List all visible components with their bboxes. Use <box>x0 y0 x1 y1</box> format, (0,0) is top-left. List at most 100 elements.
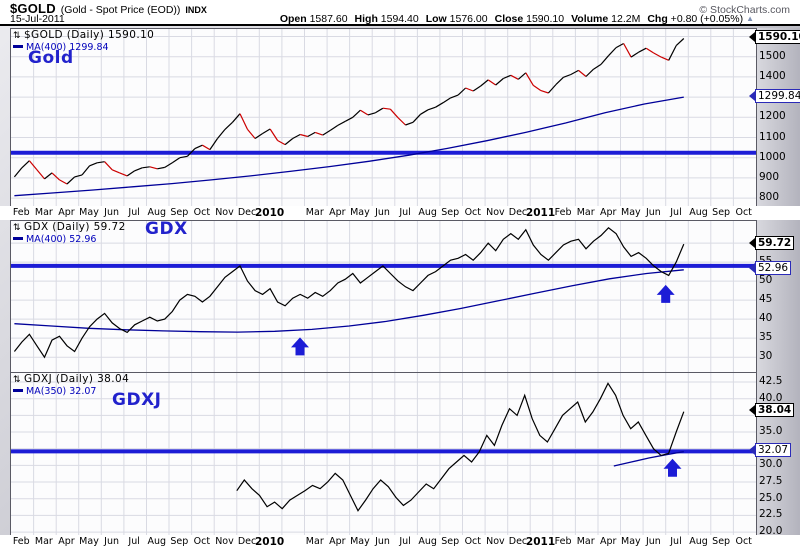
month-label: Jul <box>670 536 682 547</box>
month-label: Mar <box>576 536 595 547</box>
month-label: Feb <box>554 207 572 218</box>
y-axis-tick: 40.0 <box>759 391 783 404</box>
price-segment <box>247 129 256 139</box>
header-row-title: $GOLD (Gold - Spot Price (EOD)) INDX © S… <box>10 1 790 16</box>
price-segment <box>224 121 233 130</box>
chart-legend-text: GDX (Daily) 59.72 <box>23 221 126 233</box>
chart-legend-text: $GOLD (Daily) 1590.10 <box>23 29 155 41</box>
price-segment <box>262 128 271 135</box>
price-segment <box>314 131 323 136</box>
price-segment <box>405 121 414 126</box>
price-tag-arrow <box>749 445 755 456</box>
price-segment <box>254 133 263 139</box>
ohlc-quote-strip: Open 1587.60 High 1594.40 Low 1576.00 Close… <box>280 13 743 25</box>
quote-field-label: Close <box>494 13 524 25</box>
price-segment <box>104 161 113 171</box>
chart-header: $GOLD (Gold - Spot Price (EOD)) INDX © S… <box>0 0 800 26</box>
price-segment <box>164 162 173 168</box>
month-label: Jul <box>128 207 140 218</box>
price-segment <box>412 113 421 123</box>
month-label: Nov <box>486 536 505 547</box>
month-label: Apr <box>600 536 617 547</box>
price-chart-svg-gdx <box>11 221 756 372</box>
price-segment <box>360 109 369 116</box>
month-label: Feb <box>12 207 30 218</box>
header-row-quote: 15-Jul-2011 Open 1587.60 High 1594.40 Low … <box>10 13 754 26</box>
price-segment <box>465 87 474 92</box>
month-label: Nov <box>215 536 234 547</box>
price-segment <box>427 106 436 111</box>
price-tag-arrow <box>749 32 755 42</box>
month-label: Oct <box>735 536 752 547</box>
month-label: Aug <box>418 536 437 547</box>
price-segment <box>660 56 669 61</box>
price-tag-value: 52.96 <box>755 261 792 276</box>
price-segment <box>337 120 346 126</box>
y-axis-tick: 50 <box>759 274 773 287</box>
month-label: Dec <box>237 207 257 218</box>
year-label: 2011 <box>525 207 556 219</box>
price-segment <box>653 52 662 58</box>
quote-field-label: High <box>354 13 378 25</box>
month-label: Feb <box>12 536 30 547</box>
price-chart-svg-gdxj <box>11 373 756 535</box>
price-tag-gdx: 59.72 <box>749 235 795 250</box>
month-label: May <box>621 536 641 547</box>
price-segment <box>284 138 294 146</box>
quote-field-open: Open 1587.60 <box>279 13 348 25</box>
y-axis-tick: 1400 <box>759 69 786 82</box>
symbol-description: (Gold - Spot Price (EOD)) <box>60 4 181 16</box>
quote-field-chg: Chg +0.80 (+0.05%) <box>647 13 744 25</box>
price-segment <box>232 113 241 123</box>
y-axis-tick: 42.5 <box>759 375 783 387</box>
price-segment <box>194 144 203 150</box>
price-segment <box>322 129 331 136</box>
price-segment <box>630 51 639 58</box>
chart-type-icon: ⇅ <box>13 223 21 233</box>
ma-line-swatch <box>13 389 23 392</box>
month-label: Jun <box>104 207 119 218</box>
ma-legend-gold: MA(400) 1299.84 <box>13 42 109 53</box>
price-tag-gdxj: 38.04 <box>749 403 795 418</box>
ma-legend-gdx: MA(400) 52.96 <box>13 234 96 245</box>
price-segment <box>277 139 286 146</box>
price-segment <box>28 160 38 171</box>
price-segment <box>329 124 339 131</box>
price-tag-value: 38.04 <box>755 403 795 418</box>
month-label: Apr <box>600 207 617 218</box>
price-segment <box>292 133 301 140</box>
quote-field-label: Open <box>279 13 307 25</box>
month-label: Dec <box>237 536 257 547</box>
month-label: Apr <box>329 536 346 547</box>
ma-line-gdx <box>14 269 684 333</box>
quote-field-low: Low 1576.00 <box>425 13 488 25</box>
month-label: Aug <box>689 207 708 218</box>
chart-legend-gdxj: ⇅ GDXJ (Daily) 38.04 <box>13 373 129 385</box>
price-tag-arrow <box>749 237 755 248</box>
ma-legend-text: MA(350) 32.07 <box>26 386 97 397</box>
month-label: Sep <box>170 207 189 218</box>
month-label: Oct <box>464 536 482 547</box>
y-axis-tick: 1100 <box>759 130 786 143</box>
y-axis-tick: 27.5 <box>759 475 783 487</box>
price-segment <box>149 166 158 170</box>
price-segment <box>555 76 564 86</box>
annotation-label-gold: Gold <box>28 48 74 68</box>
month-label: Oct <box>464 207 482 218</box>
y-axis-tick: 30.0 <box>759 458 783 471</box>
month-label: Apr <box>58 536 75 547</box>
price-segment <box>81 165 91 176</box>
price-tag-value: 1299.84 <box>755 88 800 103</box>
price-segment <box>389 108 399 119</box>
ma-legend-gdxj: MA(350) 32.07 <box>13 386 96 397</box>
price-segment <box>239 113 249 130</box>
year-label: 2011 <box>525 536 556 548</box>
month-label: Jun <box>104 536 119 547</box>
price-segment <box>435 102 444 108</box>
exchange-label: INDX <box>185 5 207 15</box>
price-segment <box>457 87 467 96</box>
month-label: Jul <box>399 536 411 547</box>
y-axis-tick: 45 <box>759 293 773 306</box>
price-segment <box>157 166 165 170</box>
